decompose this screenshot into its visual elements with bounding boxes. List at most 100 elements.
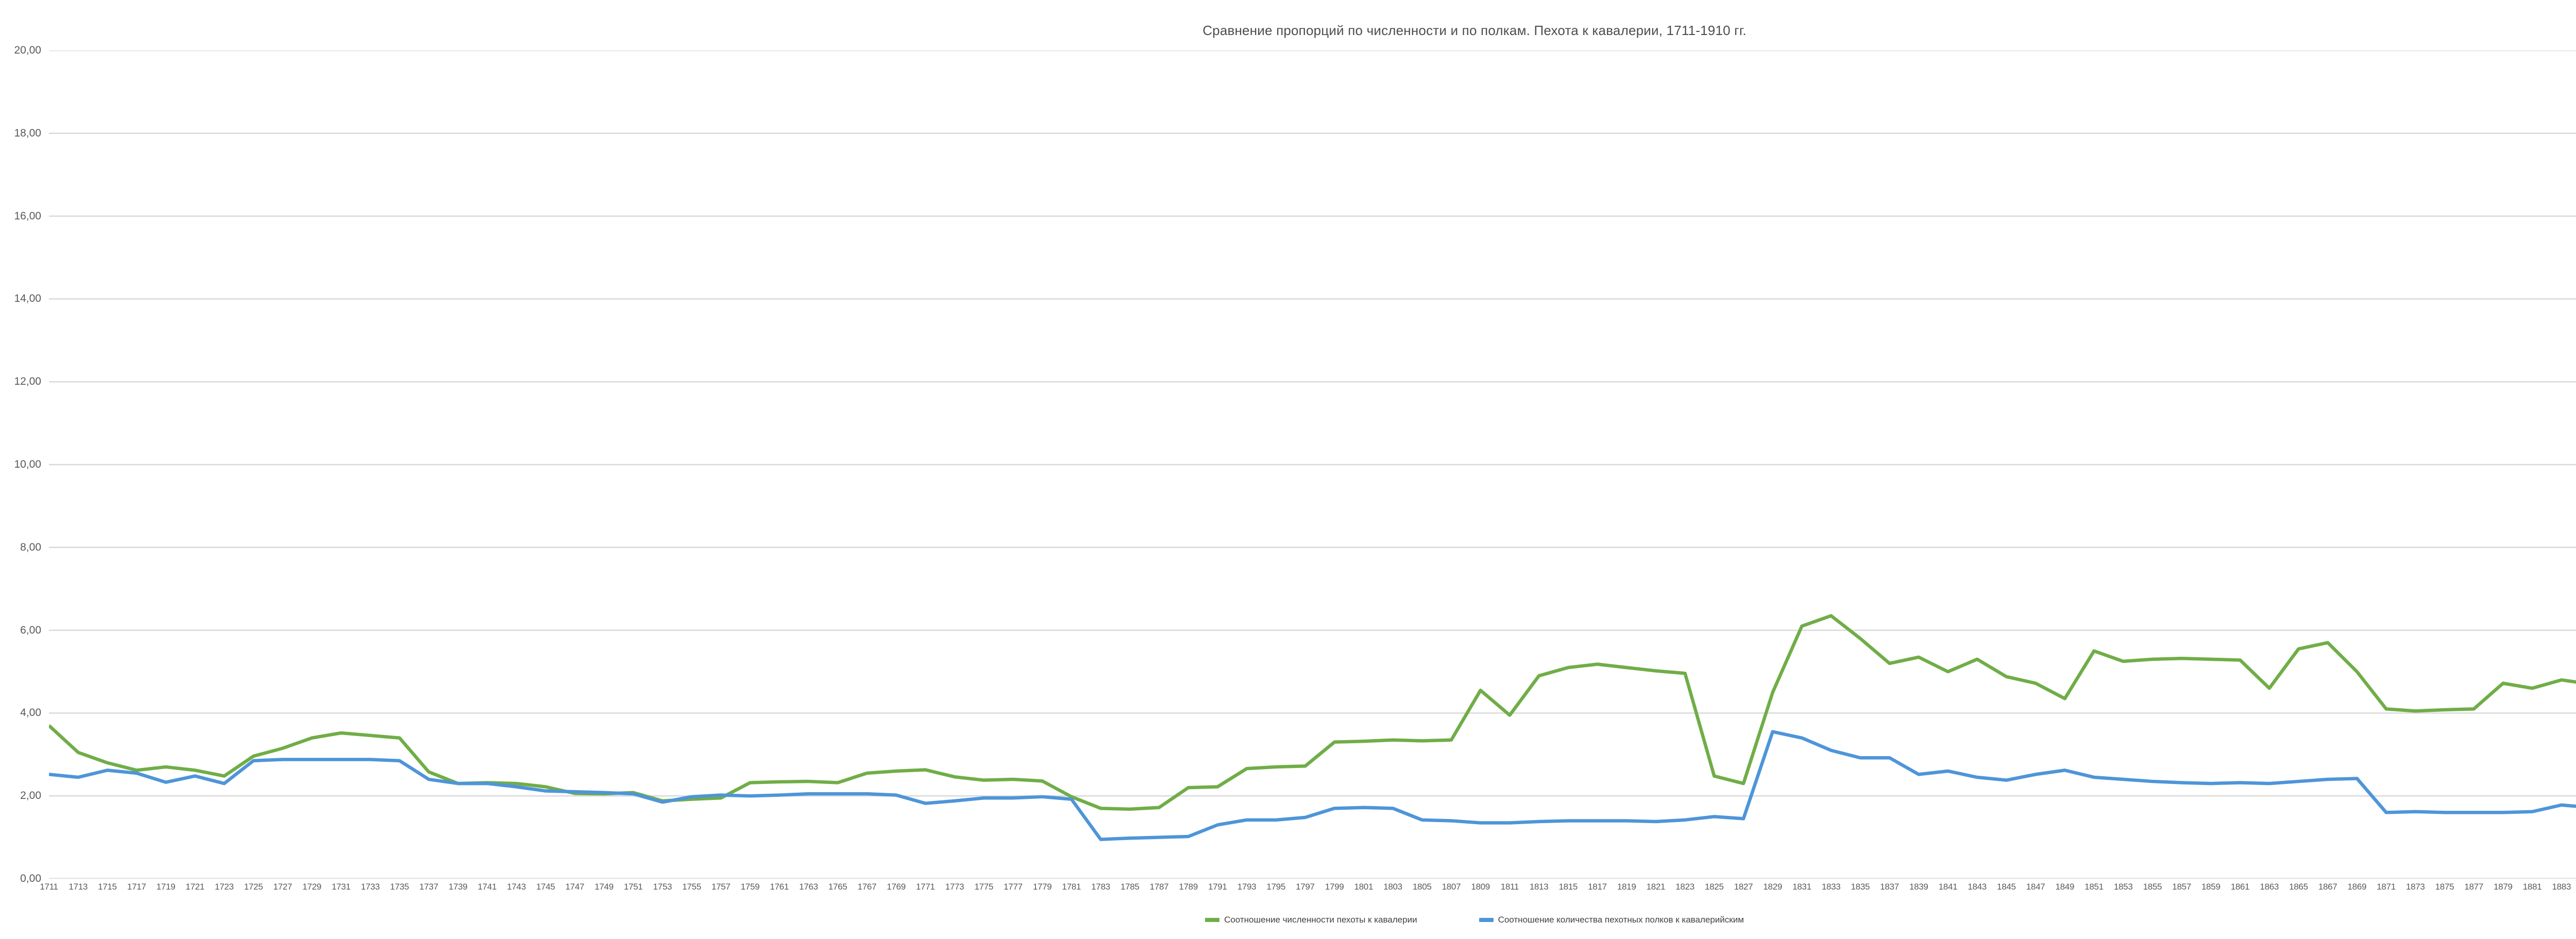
x-axis-tick-label: 1881 — [2522, 882, 2542, 892]
x-axis-tick-label: 1741 — [478, 882, 497, 892]
y-axis-tick-label: 18,00 — [14, 127, 41, 139]
x-axis-tick-label: 1797 — [1296, 882, 1315, 892]
y-axis-tick-label: 14,00 — [14, 293, 41, 305]
x-axis-tick-label: 1865 — [2289, 882, 2308, 892]
x-axis-tick-label: 1849 — [2055, 882, 2075, 892]
x-axis-tick-label: 1843 — [1968, 882, 1987, 892]
x-axis-tick-label: 1839 — [1909, 882, 1928, 892]
x-axis-tick-label: 1763 — [799, 882, 818, 892]
x-axis-tick-label: 1851 — [2084, 882, 2104, 892]
x-axis-tick-label: 1733 — [361, 882, 380, 892]
x-axis-tick-label: 1855 — [2143, 882, 2162, 892]
legend-item-2[interactable]: Соотношение количества пехотных полков к… — [1479, 915, 1744, 925]
x-axis-tick-label: 1783 — [1091, 882, 1110, 892]
series-line-1 — [49, 614, 2576, 811]
x-axis-tick-label: 1739 — [448, 882, 468, 892]
x-axis-tick-label: 1785 — [1120, 882, 1140, 892]
gridlines — [49, 50, 2576, 879]
x-axis-tick-label: 1769 — [887, 882, 906, 892]
x-axis-tick-label: 1841 — [1938, 882, 1958, 892]
x-axis-tick-label: 1877 — [2464, 882, 2483, 892]
x-axis-tick-label: 1711 — [40, 882, 58, 892]
chart-title: Сравнение пропорций по численности и по … — [1202, 23, 1747, 38]
x-axis-tick-label: 1823 — [1675, 882, 1694, 892]
x-axis-tick-label: 1719 — [156, 882, 176, 892]
x-axis-tick-label: 1729 — [302, 882, 321, 892]
x-axis-tick-label: 1757 — [711, 882, 731, 892]
x-axis-tick-label: 1717 — [127, 882, 146, 892]
x-axis-tick-label: 1817 — [1588, 882, 1607, 892]
x-axis-tick-label: 1801 — [1354, 882, 1374, 892]
x-axis-tick-label: 1771 — [916, 882, 935, 892]
x-axis-tick-label: 1847 — [2026, 882, 2045, 892]
x-axis-tick-label: 1805 — [1412, 882, 1432, 892]
x-axis-tick-label: 1813 — [1529, 882, 1549, 892]
x-axis-tick-label: 1857 — [2172, 882, 2191, 892]
chart-legend: Соотношение численности пехоты к кавалер… — [0, 915, 2576, 925]
x-axis-tick-label: 1833 — [1821, 882, 1841, 892]
x-axis-tick-label: 1725 — [244, 882, 263, 892]
x-axis-tick-label: 1811 — [1500, 882, 1519, 892]
x-axis-tick-label: 1735 — [390, 882, 409, 892]
x-axis-tick-label: 1793 — [1237, 882, 1257, 892]
x-axis-tick-label: 1723 — [214, 882, 234, 892]
x-axis-tick-label: 1859 — [2201, 882, 2221, 892]
legend-swatch-icon — [1479, 918, 1494, 922]
plot-svg — [49, 50, 2576, 879]
x-axis-tick-label: 1829 — [1763, 882, 1783, 892]
x-axis-tick-label: 1845 — [1997, 882, 2016, 892]
y-axis-tick-label: 2,00 — [20, 790, 41, 802]
x-axis-tick-label: 1807 — [1442, 882, 1461, 892]
x-axis-tick-label: 1853 — [2113, 882, 2133, 892]
series-lines — [49, 614, 2576, 841]
x-axis-tick-label: 1871 — [2377, 882, 2396, 892]
x-axis-tick-label: 1773 — [945, 882, 964, 892]
x-axis-tick-label: 1825 — [1704, 882, 1724, 892]
y-axis-tick-label: 4,00 — [20, 707, 41, 719]
y-axis: 0,00 2,00 4,00 6,00 8,00 10,00 12,00 14,00 16,00… — [0, 44, 45, 884]
x-axis-tick-label: 1867 — [2318, 882, 2337, 892]
x-axis-tick-label: 1749 — [595, 882, 614, 892]
x-axis-tick-label: 1727 — [273, 882, 292, 892]
x-axis-tick-label: 1745 — [536, 882, 555, 892]
x-axis-tick-label: 1787 — [1149, 882, 1169, 892]
x-axis-tick-label: 1799 — [1325, 882, 1344, 892]
legend-label: Соотношение численности пехоты к кавалер… — [1224, 915, 1417, 925]
x-axis-tick-label: 1759 — [740, 882, 760, 892]
legend-item-1[interactable]: Соотношение численности пехоты к кавалер… — [1205, 915, 1417, 925]
x-axis-tick-label: 1863 — [2260, 882, 2279, 892]
y-axis-tick-label: 8,00 — [20, 541, 41, 553]
legend-swatch-icon — [1205, 918, 1220, 922]
x-axis-tick-label: 1879 — [2494, 882, 2513, 892]
x-axis-tick-label: 1777 — [1004, 882, 1023, 892]
x-axis-tick-label: 1869 — [2347, 882, 2367, 892]
x-axis-tick-label: 1821 — [1646, 882, 1666, 892]
x-axis-tick-label: 1743 — [507, 882, 526, 892]
x-axis-tick-label: 1819 — [1617, 882, 1636, 892]
y-axis-tick-label: 20,00 — [14, 44, 41, 56]
x-axis-tick-label: 1765 — [828, 882, 848, 892]
y-axis-tick-label: 16,00 — [14, 210, 41, 222]
y-axis-tick-label: 0,00 — [20, 873, 41, 884]
x-axis-tick-label: 1767 — [857, 882, 877, 892]
x-axis: 1711 1713 1715 1717 1719 1721 1723 1725 1727 1729… — [40, 882, 2576, 895]
x-axis-tick-label: 1875 — [2435, 882, 2454, 892]
x-axis-tick-label: 1751 — [623, 882, 643, 892]
y-axis-tick-label: 10,00 — [14, 458, 41, 470]
x-axis-tick-label: 1779 — [1032, 882, 1052, 892]
x-axis-tick-label: 1815 — [1558, 882, 1578, 892]
x-axis-tick-label: 1761 — [770, 882, 789, 892]
x-axis-tick-label: 1753 — [653, 882, 672, 892]
x-axis-tick-label: 1731 — [331, 882, 351, 892]
x-axis-tick-label: 1737 — [419, 882, 438, 892]
x-axis-tick-label: 1795 — [1266, 882, 1285, 892]
x-axis-tick-label: 1747 — [565, 882, 585, 892]
series-line-2 — [49, 730, 2576, 841]
x-axis-tick-label: 1831 — [1792, 882, 1811, 892]
x-axis-tick-label: 1809 — [1471, 882, 1490, 892]
x-axis-tick-label: 1721 — [185, 882, 205, 892]
x-axis-tick-label: 1755 — [682, 882, 701, 892]
x-axis-tick-label: 1781 — [1062, 882, 1081, 892]
x-axis-tick-label: 1861 — [2230, 882, 2250, 892]
